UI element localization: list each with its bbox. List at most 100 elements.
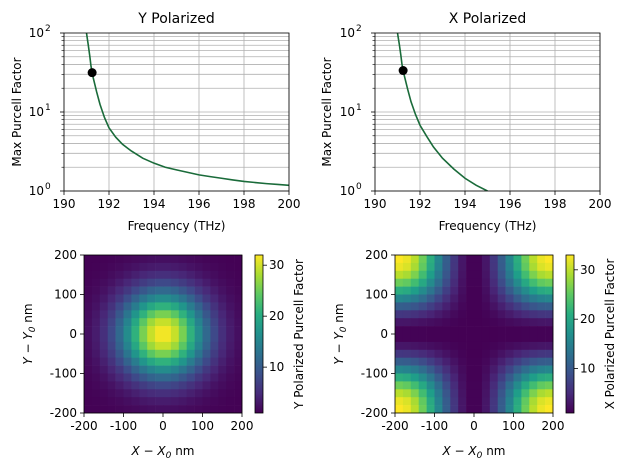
heatmap-cell [91, 349, 101, 358]
heatmap-cell [218, 310, 227, 319]
x-tick-label: 192 [98, 197, 121, 211]
heatmap-cell [107, 373, 116, 382]
heatmap-cell [99, 349, 108, 358]
x-tick-label: 194 [143, 197, 166, 211]
heatmap-cell [163, 349, 172, 358]
heatmap-cell [194, 334, 203, 343]
heatmap-cell [178, 405, 187, 414]
heatmap-cell [426, 318, 435, 327]
heatmap-cell [155, 334, 164, 343]
heatmap-cell [170, 341, 180, 351]
heatmap-cell [194, 357, 203, 366]
heatmap-cell [186, 286, 195, 295]
heatmap-cell [497, 365, 506, 374]
heatmap-cell [99, 302, 108, 311]
heatmap-cell [186, 278, 195, 287]
heatmap-cell [210, 397, 219, 406]
heatmap-cell [155, 326, 164, 335]
heatmap-cell [84, 349, 93, 358]
heatmap-cell [450, 255, 459, 264]
heatmap-cell [107, 341, 116, 351]
heatmap-cell [84, 341, 93, 351]
heatmap-cell [426, 341, 435, 351]
x-polarized-heatmap: -200 -100 0 100 200 -200 -100 0 100 200 X − X0 n… [332, 248, 617, 461]
heatmap-cell [426, 302, 435, 311]
heatmap-cell [170, 318, 180, 327]
heatmap-cell [131, 326, 140, 335]
heatmap-cell [505, 302, 514, 311]
heatmap-cell [226, 373, 235, 382]
heatmap-cell [131, 318, 140, 327]
heatmap-cell [155, 302, 164, 311]
heatmap-cell [115, 357, 124, 366]
heatmap-cell [521, 389, 530, 398]
heatmap-cell [186, 310, 195, 319]
heatmap-cell [513, 373, 522, 382]
heatmap-cell [155, 357, 164, 366]
heatmap-cell [395, 270, 404, 279]
heatmap-cell [474, 381, 483, 390]
heatmap-cell [410, 397, 419, 406]
x-tick-label: 200 [542, 419, 565, 433]
heatmap-cell [434, 334, 443, 343]
heatmap-cell [84, 365, 93, 374]
heatmap-cell [521, 326, 530, 335]
heatmap-cell [194, 397, 203, 406]
heatmap-cell [84, 270, 93, 279]
heatmap-cell [410, 357, 419, 366]
heatmap-cell [107, 349, 116, 358]
heatmap-cell [450, 326, 459, 335]
heatmap-cell [115, 326, 124, 335]
heatmap-cell [513, 357, 522, 366]
heatmap-cell [513, 318, 522, 327]
heatmap-cell [91, 389, 101, 398]
heatmap-cell [426, 286, 435, 295]
heatmap-cell [178, 381, 187, 390]
heatmap-cell [123, 278, 132, 287]
heatmap-cell [537, 381, 546, 390]
y-tick-label: -200 [361, 406, 388, 420]
heatmap-cell [410, 389, 419, 398]
heatmap-cell [99, 357, 108, 366]
heatmap-cell [234, 310, 243, 319]
heatmap-cell [513, 389, 522, 398]
grid [63, 33, 290, 192]
heatmap-cell [170, 365, 180, 374]
heatmap-cell [466, 397, 475, 406]
heatmap-cell [458, 294, 467, 303]
heatmap-cell [123, 334, 132, 343]
heatmap-cell [402, 326, 412, 335]
heatmap-cell [218, 270, 227, 279]
heatmap-cell [218, 302, 227, 311]
heatmap-cell [202, 326, 211, 335]
heatmap-cell [170, 373, 180, 382]
heatmap-cell [402, 389, 412, 398]
heatmap-cell [163, 302, 172, 311]
heatmap-cell [155, 373, 164, 382]
heatmap-cell [505, 255, 514, 264]
heatmap-cell [402, 334, 412, 343]
heatmap-cell [99, 341, 108, 351]
heatmap-cell [402, 405, 412, 414]
y-tick-label: 10 [340, 105, 355, 119]
heatmap-cell [84, 326, 93, 335]
x-axis-ticks: 190 192 194 196 198 200 [53, 191, 300, 211]
heatmap-cell [410, 294, 419, 303]
heatmap-cell [466, 341, 475, 351]
heatmap-cell [442, 326, 451, 335]
y-tick-exponent: 2 [356, 24, 362, 34]
heatmap-cell [513, 310, 522, 319]
heatmap-cell [410, 365, 419, 374]
colorbar-tick-label: 30 [580, 263, 595, 277]
heatmap-cell [529, 302, 538, 311]
heatmap-cell [505, 381, 514, 390]
heatmap-cell [489, 278, 498, 287]
heatmap-cell [426, 326, 435, 335]
heatmap-cell [505, 341, 514, 351]
heatmap-cell [426, 389, 435, 398]
heatmap-cell [513, 397, 522, 406]
heatmap-cell [395, 389, 404, 398]
heatmap-cell [481, 381, 491, 390]
heatmap-cell [474, 341, 483, 351]
heatmap-cell [442, 310, 451, 319]
